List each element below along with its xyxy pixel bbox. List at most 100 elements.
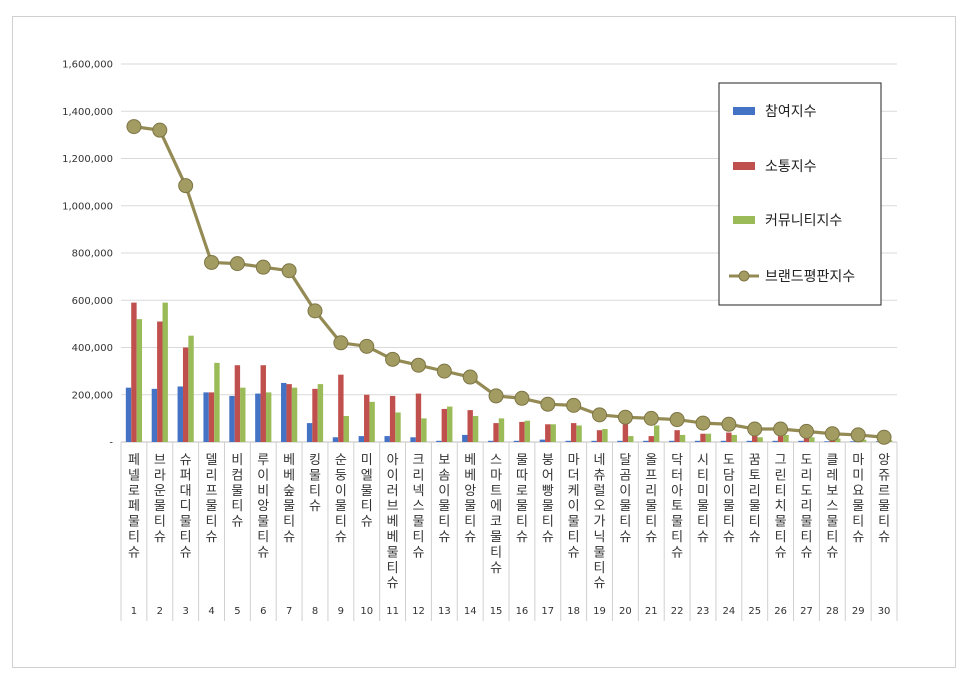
x-rank-label: 24: [722, 606, 735, 617]
brand-index-point: [488, 388, 504, 404]
brand-index-point: [643, 410, 659, 426]
brand-index-point: [307, 303, 323, 319]
bar-1: [487, 440, 494, 442]
y-tick-label: 600,000: [72, 296, 113, 307]
brand-index-point: [204, 254, 220, 270]
brand-index-point: [333, 335, 349, 351]
x-rank-label: 23: [697, 606, 710, 617]
x-rank-label: 5: [234, 606, 240, 617]
brand-index-point: [255, 259, 271, 275]
y-tick-label: 1,400,000: [62, 107, 113, 118]
x-rank-label: 28: [826, 606, 839, 617]
brand-index-point: [747, 421, 763, 437]
bar-3: [472, 416, 479, 442]
bar-1: [229, 395, 235, 442]
x-rank-label: 12: [412, 606, 425, 617]
bar-1: [177, 386, 183, 442]
x-rank-label: 1: [131, 606, 137, 617]
bar-2: [493, 423, 499, 442]
brand-index-point: [359, 338, 375, 354]
x-rank-label: 20: [619, 606, 632, 617]
brand-index-point: [798, 423, 814, 439]
bar-3: [757, 437, 763, 442]
x-rank-label: 8: [312, 606, 318, 617]
brand-index-point: [436, 363, 452, 379]
bar-3: [576, 425, 582, 442]
brand-index-point: [876, 429, 892, 445]
bar-2: [131, 302, 137, 442]
legend-box: [718, 82, 882, 306]
bar-3: [265, 392, 272, 442]
bar-2: [234, 365, 241, 442]
brand-index-point: [592, 407, 608, 423]
bar-2: [570, 423, 577, 442]
bar-1: [436, 440, 442, 442]
x-rank-label: 26: [774, 606, 787, 617]
bar-3: [498, 418, 505, 442]
x-rank-label: 9: [338, 606, 344, 617]
bar-3: [653, 425, 660, 442]
x-rank-label: 11: [386, 606, 399, 617]
brand-index-point: [850, 427, 866, 443]
bar-1: [203, 392, 209, 442]
brand-index-point: [126, 119, 142, 135]
bar-1: [694, 440, 701, 442]
brand-index-point: [462, 369, 478, 385]
bar-2: [467, 410, 473, 442]
bar-2: [777, 436, 784, 442]
bar-1: [617, 440, 623, 442]
y-axis-labels: 1,600,000 1,400,000 1,200,000 1,000,000 800,…: [62, 60, 113, 449]
bar-3: [602, 429, 608, 442]
bar-3: [395, 412, 401, 442]
legend-label: 참여지수: [765, 104, 817, 120]
bar-1: [332, 437, 339, 442]
bar-2: [519, 421, 525, 442]
bar-2: [441, 408, 448, 442]
x-rank-label: 14: [464, 606, 477, 617]
bar-3: [421, 418, 427, 442]
bar-3: [447, 406, 453, 442]
bar-2: [338, 374, 344, 442]
gridlines: [120, 63, 898, 621]
bar-3: [524, 420, 531, 442]
bar-1: [306, 423, 313, 442]
bar-1: [358, 436, 365, 442]
bar-1: [151, 388, 158, 442]
bar-1: [746, 440, 753, 442]
bar-3: [705, 433, 712, 442]
bar-3: [860, 439, 867, 442]
bar-2: [312, 388, 318, 442]
bar-2: [622, 424, 629, 442]
x-rank-label: 3: [182, 606, 188, 617]
line-series: [126, 119, 892, 445]
bar-3: [809, 437, 815, 442]
brand-index-point: [178, 178, 194, 194]
bar-2: [415, 393, 422, 442]
x-rank-label: 15: [490, 606, 503, 617]
bar-1: [281, 382, 287, 442]
bar-3: [317, 384, 324, 442]
brand-index-point: [617, 409, 633, 425]
brand-index-point: [514, 390, 530, 406]
legend-label: 소통지수: [765, 159, 817, 175]
y-tick-label: 1,200,000: [62, 154, 113, 165]
brand-index-point: [229, 256, 245, 272]
x-rank-label: 4: [208, 606, 214, 617]
